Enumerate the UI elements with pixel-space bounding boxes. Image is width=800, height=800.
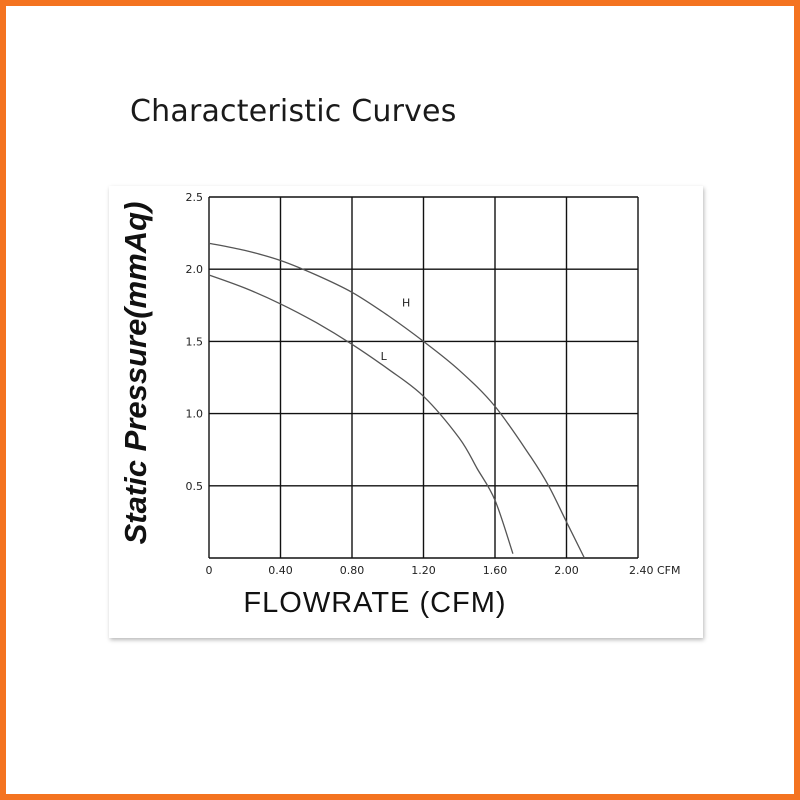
ticks: 0 0.40 0.80 1.20 1.60 2.00 2.40 CFM 0.5 1.0 1.5 2.… (186, 191, 681, 577)
grid (208, 196, 639, 559)
x-tick-label: 1.60 (483, 564, 508, 577)
characteristic-curves-chart: HL 0 0.40 0.80 1.20 1.60 2.00 2.40 CFM0.51.01.… (118, 191, 681, 619)
curve-label-l: L (381, 350, 388, 363)
curve-l (208, 274, 514, 554)
x-tick-label: 2.40 CFM (629, 564, 681, 577)
x-tick-label: 1.20 (411, 564, 436, 577)
curve-label-h: H (402, 297, 410, 310)
x-tick-label: 0.80 (340, 564, 365, 577)
y-tick-label: 1.0 (186, 408, 204, 421)
x-tick-label: 0 (206, 564, 213, 577)
y-axis-title: Static Pressure(mmAq) (118, 202, 153, 545)
y-tick-label: 0.5 (186, 480, 204, 493)
page-title: Characteristic Curves (130, 94, 457, 129)
curve-h (208, 242, 585, 559)
y-tick-label: 1.5 (186, 335, 204, 348)
x-tick-label: 2.00 (554, 564, 579, 577)
y-tick-label: 2.0 (186, 263, 204, 276)
curves: HL (208, 242, 585, 559)
y-tick-label: 2.5 (186, 191, 204, 204)
x-axis-title: FLOWRATE (CFM) (243, 587, 506, 619)
x-tick-label: 0.40 (268, 564, 293, 577)
